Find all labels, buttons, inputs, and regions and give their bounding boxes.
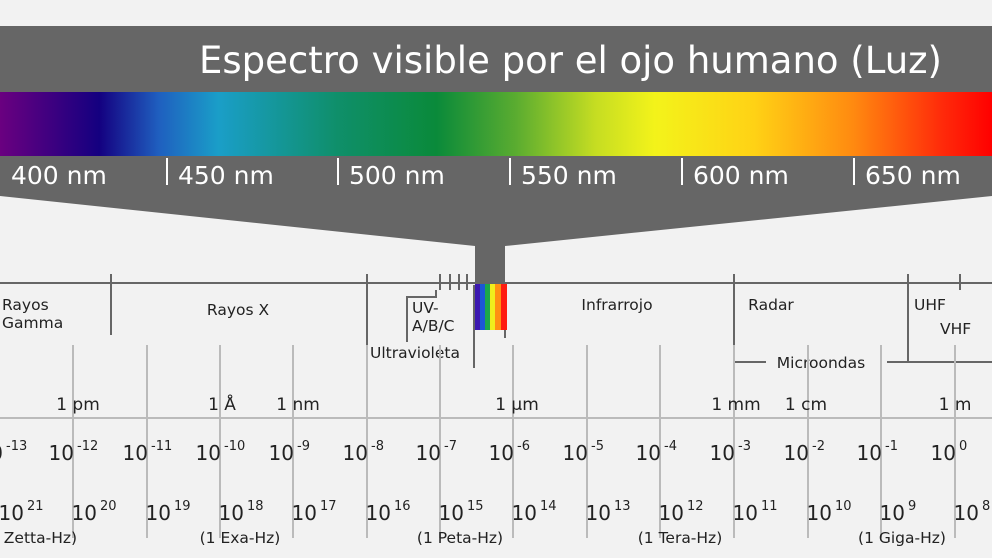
frequency-power-base: 10 bbox=[954, 501, 979, 525]
frequency-power-exponent: 8 bbox=[982, 499, 990, 514]
frequency-power-base: 10 bbox=[0, 501, 24, 525]
frequency-power-base: 10 bbox=[366, 501, 391, 525]
frequency-power-base: 10 bbox=[146, 501, 171, 525]
visible-mini-stripes bbox=[475, 284, 507, 330]
wavelength-power-base: 10 bbox=[416, 441, 441, 465]
frequency-power-exponent: 19 bbox=[174, 499, 191, 514]
frequency-power-exponent: 14 bbox=[540, 499, 557, 514]
frequency-power-base: 10 bbox=[586, 501, 611, 525]
wavelength-power-exponent: -7 bbox=[444, 439, 457, 454]
wavelength-power-exponent: -3 bbox=[738, 439, 751, 454]
frequency-powers: 10 21 10 20 10 19 10 18 10 17 10 16 10 15 10 14 10 13 10 12… bbox=[0, 499, 990, 525]
band-label-rayos-x: Rayos X bbox=[207, 301, 270, 319]
wavelength-power-base: 10 bbox=[857, 441, 882, 465]
frequency-power-base: 10 bbox=[807, 501, 832, 525]
frequency-power-base: 10 bbox=[512, 501, 537, 525]
wavelength-power-base: 10 bbox=[784, 441, 809, 465]
wavelength-power-exponent: -2 bbox=[812, 439, 825, 454]
wavelength-power-exponent: -13 bbox=[6, 439, 27, 454]
frequency-named-unit: (1 Exa-Hz) bbox=[200, 529, 281, 547]
wavelength-power-exponent: -10 bbox=[224, 439, 245, 454]
wavelength-label: 1 m bbox=[939, 395, 972, 415]
wavelength-power-base: 10 bbox=[49, 441, 74, 465]
frequency-power-base: 10 bbox=[733, 501, 758, 525]
wavelength-power-base: 10 bbox=[269, 441, 294, 465]
visible-spectrum-bar bbox=[0, 92, 992, 156]
band-label-microondas: Microondas bbox=[777, 354, 865, 372]
frequency-power-exponent: 12 bbox=[687, 499, 704, 514]
wavelength-power-exponent: -8 bbox=[371, 439, 384, 454]
wavelength-label: 1 µm bbox=[495, 395, 539, 415]
frequency-power-base: 10 bbox=[439, 501, 464, 525]
band-label-ultravioleta: Ultravioleta bbox=[370, 344, 460, 362]
band-label-rayos-gamma: Rayos bbox=[2, 296, 49, 314]
frequency-power-base: 10 bbox=[72, 501, 97, 525]
wavelength-power-base: 10 bbox=[0, 441, 3, 465]
diagram-title: Espectro visible por el ojo humano (Luz) bbox=[199, 39, 942, 82]
frequency-power-exponent: 9 bbox=[908, 499, 916, 514]
wavelength-power-exponent: -5 bbox=[591, 439, 604, 454]
wavelength-power-base: 10 bbox=[710, 441, 735, 465]
wavelength-power-exponent: -11 bbox=[151, 439, 172, 454]
wavelength-label: 1 Å bbox=[208, 393, 236, 415]
wavelength-power-base: 10 bbox=[931, 441, 956, 465]
wavelength-power-base: 10 bbox=[636, 441, 661, 465]
frequency-power-exponent: 17 bbox=[320, 499, 337, 514]
wavelength-power-base: 10 bbox=[343, 441, 368, 465]
wavelength-powers: 10-1310-1210-1110-1010-910-810-710-610-5… bbox=[0, 439, 967, 465]
nm-label: 650 nm bbox=[865, 161, 961, 190]
band-label-vhf: VHF bbox=[940, 320, 971, 338]
wavelength-power-exponent: -1 bbox=[885, 439, 898, 454]
wavelength-labels: 1 pm 1 Å 1 nm 1 µm 1 mm 1 cm 1 m bbox=[56, 393, 971, 415]
frequency-power-exponent: 18 bbox=[247, 499, 264, 514]
frequency-names: (1 Zetta-Hz) (1 Exa-Hz) (1 Peta-Hz) (1 Tera… bbox=[0, 529, 946, 547]
frequency-named-unit: (1 Giga-Hz) bbox=[858, 529, 946, 547]
visible-nm-scale: 400 nm 450 nm 500 nm 550 nm 600 nm 650 nm bbox=[11, 158, 961, 190]
wavelength-power-exponent: -4 bbox=[664, 439, 677, 454]
scale-ticks bbox=[0, 345, 992, 538]
wavelength-label: 1 nm bbox=[276, 395, 320, 415]
wavelength-power-exponent: -9 bbox=[297, 439, 310, 454]
frequency-named-unit: (1 Tera-Hz) bbox=[638, 529, 723, 547]
frequency-power-base: 10 bbox=[292, 501, 317, 525]
band-label-uhf: UHF bbox=[914, 296, 946, 314]
nm-label: 400 nm bbox=[11, 161, 107, 190]
band-label-uv-abc: A/B/C bbox=[412, 317, 455, 335]
band-label-uv-abc: UV- bbox=[412, 299, 439, 317]
wavelength-power-base: 10 bbox=[123, 441, 148, 465]
band-label-rayos-gamma: Gamma bbox=[2, 314, 63, 332]
wavelength-power-exponent: -12 bbox=[77, 439, 98, 454]
nm-label: 500 nm bbox=[349, 161, 445, 190]
frequency-named-unit: (1 Peta-Hz) bbox=[417, 529, 503, 547]
frequency-power-exponent: 15 bbox=[467, 499, 484, 514]
wavelength-label: 1 pm bbox=[56, 395, 100, 415]
frequency-power-exponent: 13 bbox=[614, 499, 631, 514]
wavelength-label: 1 mm bbox=[711, 395, 760, 415]
frequency-power-exponent: 16 bbox=[394, 499, 411, 514]
frequency-power-exponent: 20 bbox=[100, 499, 117, 514]
frequency-named-unit: (1 Zetta-Hz) bbox=[0, 529, 77, 547]
frequency-power-exponent: 21 bbox=[27, 499, 44, 514]
nm-label: 550 nm bbox=[521, 161, 617, 190]
band-boundaries bbox=[0, 274, 992, 376]
frequency-power-exponent: 11 bbox=[761, 499, 778, 514]
nm-label: 450 nm bbox=[178, 161, 274, 190]
wavelength-power-base: 10 bbox=[489, 441, 514, 465]
band-label-infrarrojo: Infrarrojo bbox=[581, 296, 652, 314]
wavelength-power-base: 10 bbox=[563, 441, 588, 465]
frequency-power-base: 10 bbox=[659, 501, 684, 525]
frequency-power-exponent: 10 bbox=[835, 499, 852, 514]
frequency-power-base: 10 bbox=[880, 501, 905, 525]
wavelength-label: 1 cm bbox=[785, 395, 827, 415]
wavelength-power-base: 10 bbox=[196, 441, 221, 465]
frequency-power-base: 10 bbox=[219, 501, 244, 525]
band-label-radar: Radar bbox=[748, 296, 794, 314]
nm-label: 600 nm bbox=[693, 161, 789, 190]
wavelength-power-exponent: 0 bbox=[959, 439, 967, 454]
wavelength-power-exponent: -6 bbox=[517, 439, 530, 454]
